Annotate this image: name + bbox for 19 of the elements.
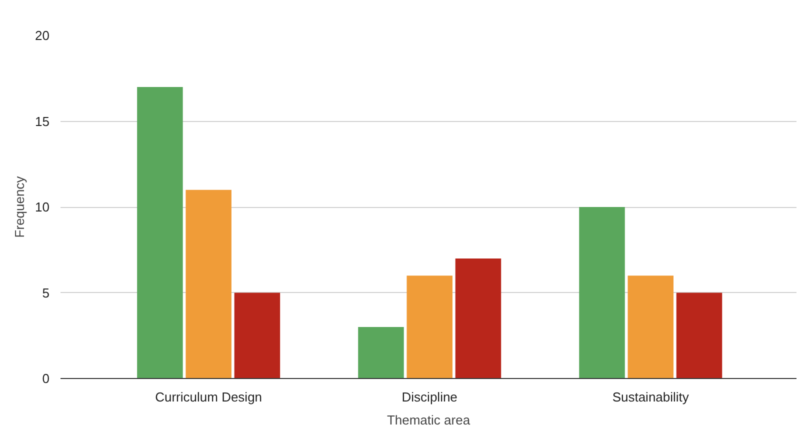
x-axis-title: Thematic area	[386, 412, 471, 428]
x-tick-label: Curriculum Design	[155, 390, 262, 404]
bar	[186, 190, 232, 378]
y-tick-label: 20	[35, 28, 50, 43]
y-axis-title: Frequency	[12, 176, 28, 238]
y-tick-label: 15	[35, 114, 50, 129]
bar	[455, 258, 502, 378]
bar	[628, 276, 674, 378]
y-tick-label: 0	[42, 371, 50, 386]
bar	[137, 86, 183, 378]
y-tick-label: 5	[42, 285, 50, 300]
x-tick-label: Discipline	[402, 390, 458, 404]
bar	[579, 207, 625, 378]
bar	[358, 327, 404, 378]
x-tick-label: Sustainability	[612, 390, 690, 404]
bar	[234, 292, 280, 378]
bar	[676, 292, 722, 378]
bar	[406, 276, 452, 378]
y-tick-label: 10	[35, 200, 50, 214]
